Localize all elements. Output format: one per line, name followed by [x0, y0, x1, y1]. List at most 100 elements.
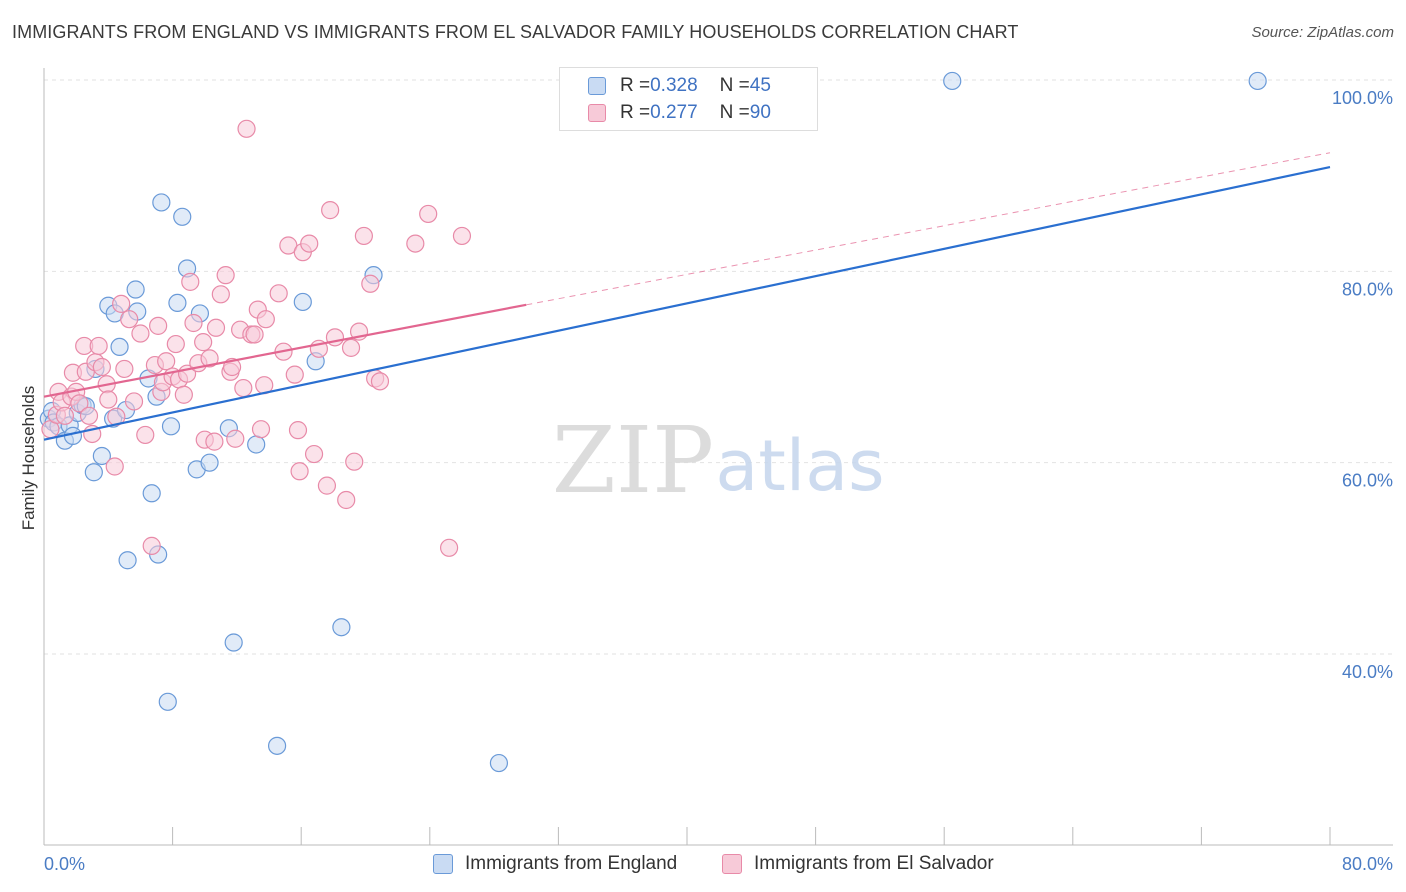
el-salvador-point-56 — [251, 420, 271, 439]
bottom-legend-label-england: Immigrants from England — [465, 853, 678, 874]
england-point-10 — [84, 463, 103, 482]
bottom-legend-england: Immigrants from England — [433, 850, 677, 878]
el-salvador-point-43 — [205, 432, 224, 451]
el-salvador-point-25 — [136, 425, 155, 445]
el-salvador-point-67 — [304, 444, 324, 464]
england-point-16 — [110, 337, 129, 357]
axes — [43, 68, 1393, 846]
legend-swatch-blue — [588, 77, 606, 95]
el-salvador-point-65 — [290, 462, 309, 481]
legend-n-value-1: 45 — [749, 75, 771, 96]
england-point-25 — [152, 193, 171, 212]
el-salvador-point-17 — [99, 390, 118, 409]
legend-row-england: R = 0.328 N = 45 — [588, 73, 771, 99]
legend-r-label-1: R = — [620, 75, 651, 96]
england-point-27 — [161, 417, 181, 436]
legend-n-label-2: N = — [719, 102, 750, 123]
england-point-28 — [168, 293, 187, 313]
el-salvador-point-35 — [174, 385, 193, 404]
bottom-legend-swatch-blue — [433, 854, 453, 874]
legend-r-value-2: 0.277 — [650, 102, 698, 123]
watermark-atlas: atlas — [715, 425, 884, 507]
el-salvador-point-14 — [89, 336, 108, 356]
england-point-26 — [158, 692, 177, 711]
el-salvador-point-63 — [288, 421, 308, 440]
el-salvador-point-18 — [105, 457, 124, 476]
gridlines — [44, 79, 1393, 655]
el-salvador-point-81 — [419, 204, 438, 224]
el-salvador-point-76 — [354, 226, 373, 246]
el-salvador-point-82 — [439, 538, 459, 557]
el-salvador-point-21 — [115, 359, 134, 379]
el-salvador-point-79 — [370, 372, 390, 391]
england-point-38 — [293, 292, 312, 312]
el-salvador-point-59 — [269, 284, 288, 303]
el-salvador-point-70 — [321, 201, 340, 220]
england-point-18 — [118, 551, 137, 570]
y-tick-label-100: 100.0% — [1332, 88, 1393, 108]
england-point-35 — [224, 633, 243, 652]
el-salvador-point-69 — [317, 476, 337, 495]
england-point-36 — [247, 435, 266, 454]
y-axis-label: Family Households — [19, 386, 38, 531]
england-point-22 — [142, 484, 161, 503]
el-salvador-point-11 — [79, 406, 99, 425]
bottom-legend-el-salvador: Immigrants from El Salvador — [722, 850, 994, 878]
y-tick-label-60: 60.0% — [1342, 471, 1393, 491]
england-point-43 — [943, 71, 962, 91]
legend-r-label-2: R = — [620, 102, 651, 123]
el-salvador-point-45 — [211, 285, 230, 304]
el-salvador-point-23 — [124, 392, 144, 411]
england-point-42 — [489, 753, 509, 773]
el-salvador-point-80 — [406, 234, 425, 253]
bottom-legend-swatch-pink — [722, 854, 742, 874]
el-salvador-point-31 — [157, 352, 176, 371]
trend-lines — [43, 152, 1331, 441]
correlation-legend: R = 0.328 N = 45 R = 0.277 N = 90 — [559, 67, 818, 131]
el-salvador-point-72 — [337, 490, 356, 510]
el-salvador-point-83 — [452, 226, 472, 246]
el-salvador-point-24 — [131, 324, 150, 343]
trend-line-england — [43, 165, 1331, 441]
el-salvador-point-49 — [226, 429, 245, 448]
england-point-12 — [92, 446, 111, 466]
el-salvador-point-28 — [149, 316, 168, 335]
el-salvador-point-52 — [237, 119, 256, 138]
el-salvador-point-40 — [194, 333, 213, 352]
el-salvador-point-26 — [142, 536, 161, 555]
england-point-29 — [173, 207, 192, 226]
england-point-33 — [200, 453, 219, 472]
x-tick-label-max: 80.0% — [1342, 854, 1393, 874]
trend-line-el-salvador — [43, 303, 527, 398]
el-salvador-point-4 — [55, 406, 74, 425]
el-salvador-point-22 — [120, 310, 139, 329]
el-salvador-point-38 — [184, 313, 203, 333]
el-salvador-point-33 — [166, 334, 185, 354]
legend-n-value-2: 90 — [749, 102, 771, 123]
england-point-40 — [332, 618, 351, 637]
el-salvador-point-46 — [216, 266, 235, 285]
england-point-37 — [267, 736, 287, 755]
y-tick-label-80: 80.0% — [1342, 279, 1393, 299]
el-salvador-point-8 — [70, 394, 89, 413]
el-salvador-point-73 — [341, 338, 361, 357]
england-point-19 — [126, 280, 145, 299]
watermark-zip: ZIP — [552, 407, 714, 514]
legend-row-el-salvador: R = 0.277 N = 90 — [588, 100, 771, 126]
el-salvador-point-74 — [345, 452, 364, 471]
el-salvador-point-51 — [234, 378, 253, 398]
el-salvador-point-15 — [92, 357, 111, 377]
england-point-44 — [1248, 71, 1267, 91]
x-tick-label-min: 0.0% — [44, 854, 85, 874]
bottom-legend-label-el-salvador: Immigrants from El Salvador — [754, 853, 994, 874]
el-salvador-point-54 — [245, 325, 264, 344]
y-tick-label-40: 40.0% — [1342, 662, 1393, 682]
trend-line-el-salvador-extension — [526, 152, 1331, 306]
chart-title: IMMIGRANTS FROM ENGLAND VS IMMIGRANTS FR… — [12, 22, 1019, 42]
el-salvador-point-44 — [206, 318, 226, 337]
el-salvador-point-42 — [200, 349, 219, 368]
el-salvador-point-62 — [285, 365, 304, 384]
el-salvador-point-20 — [112, 294, 131, 313]
el-salvador-point-66 — [300, 234, 319, 253]
